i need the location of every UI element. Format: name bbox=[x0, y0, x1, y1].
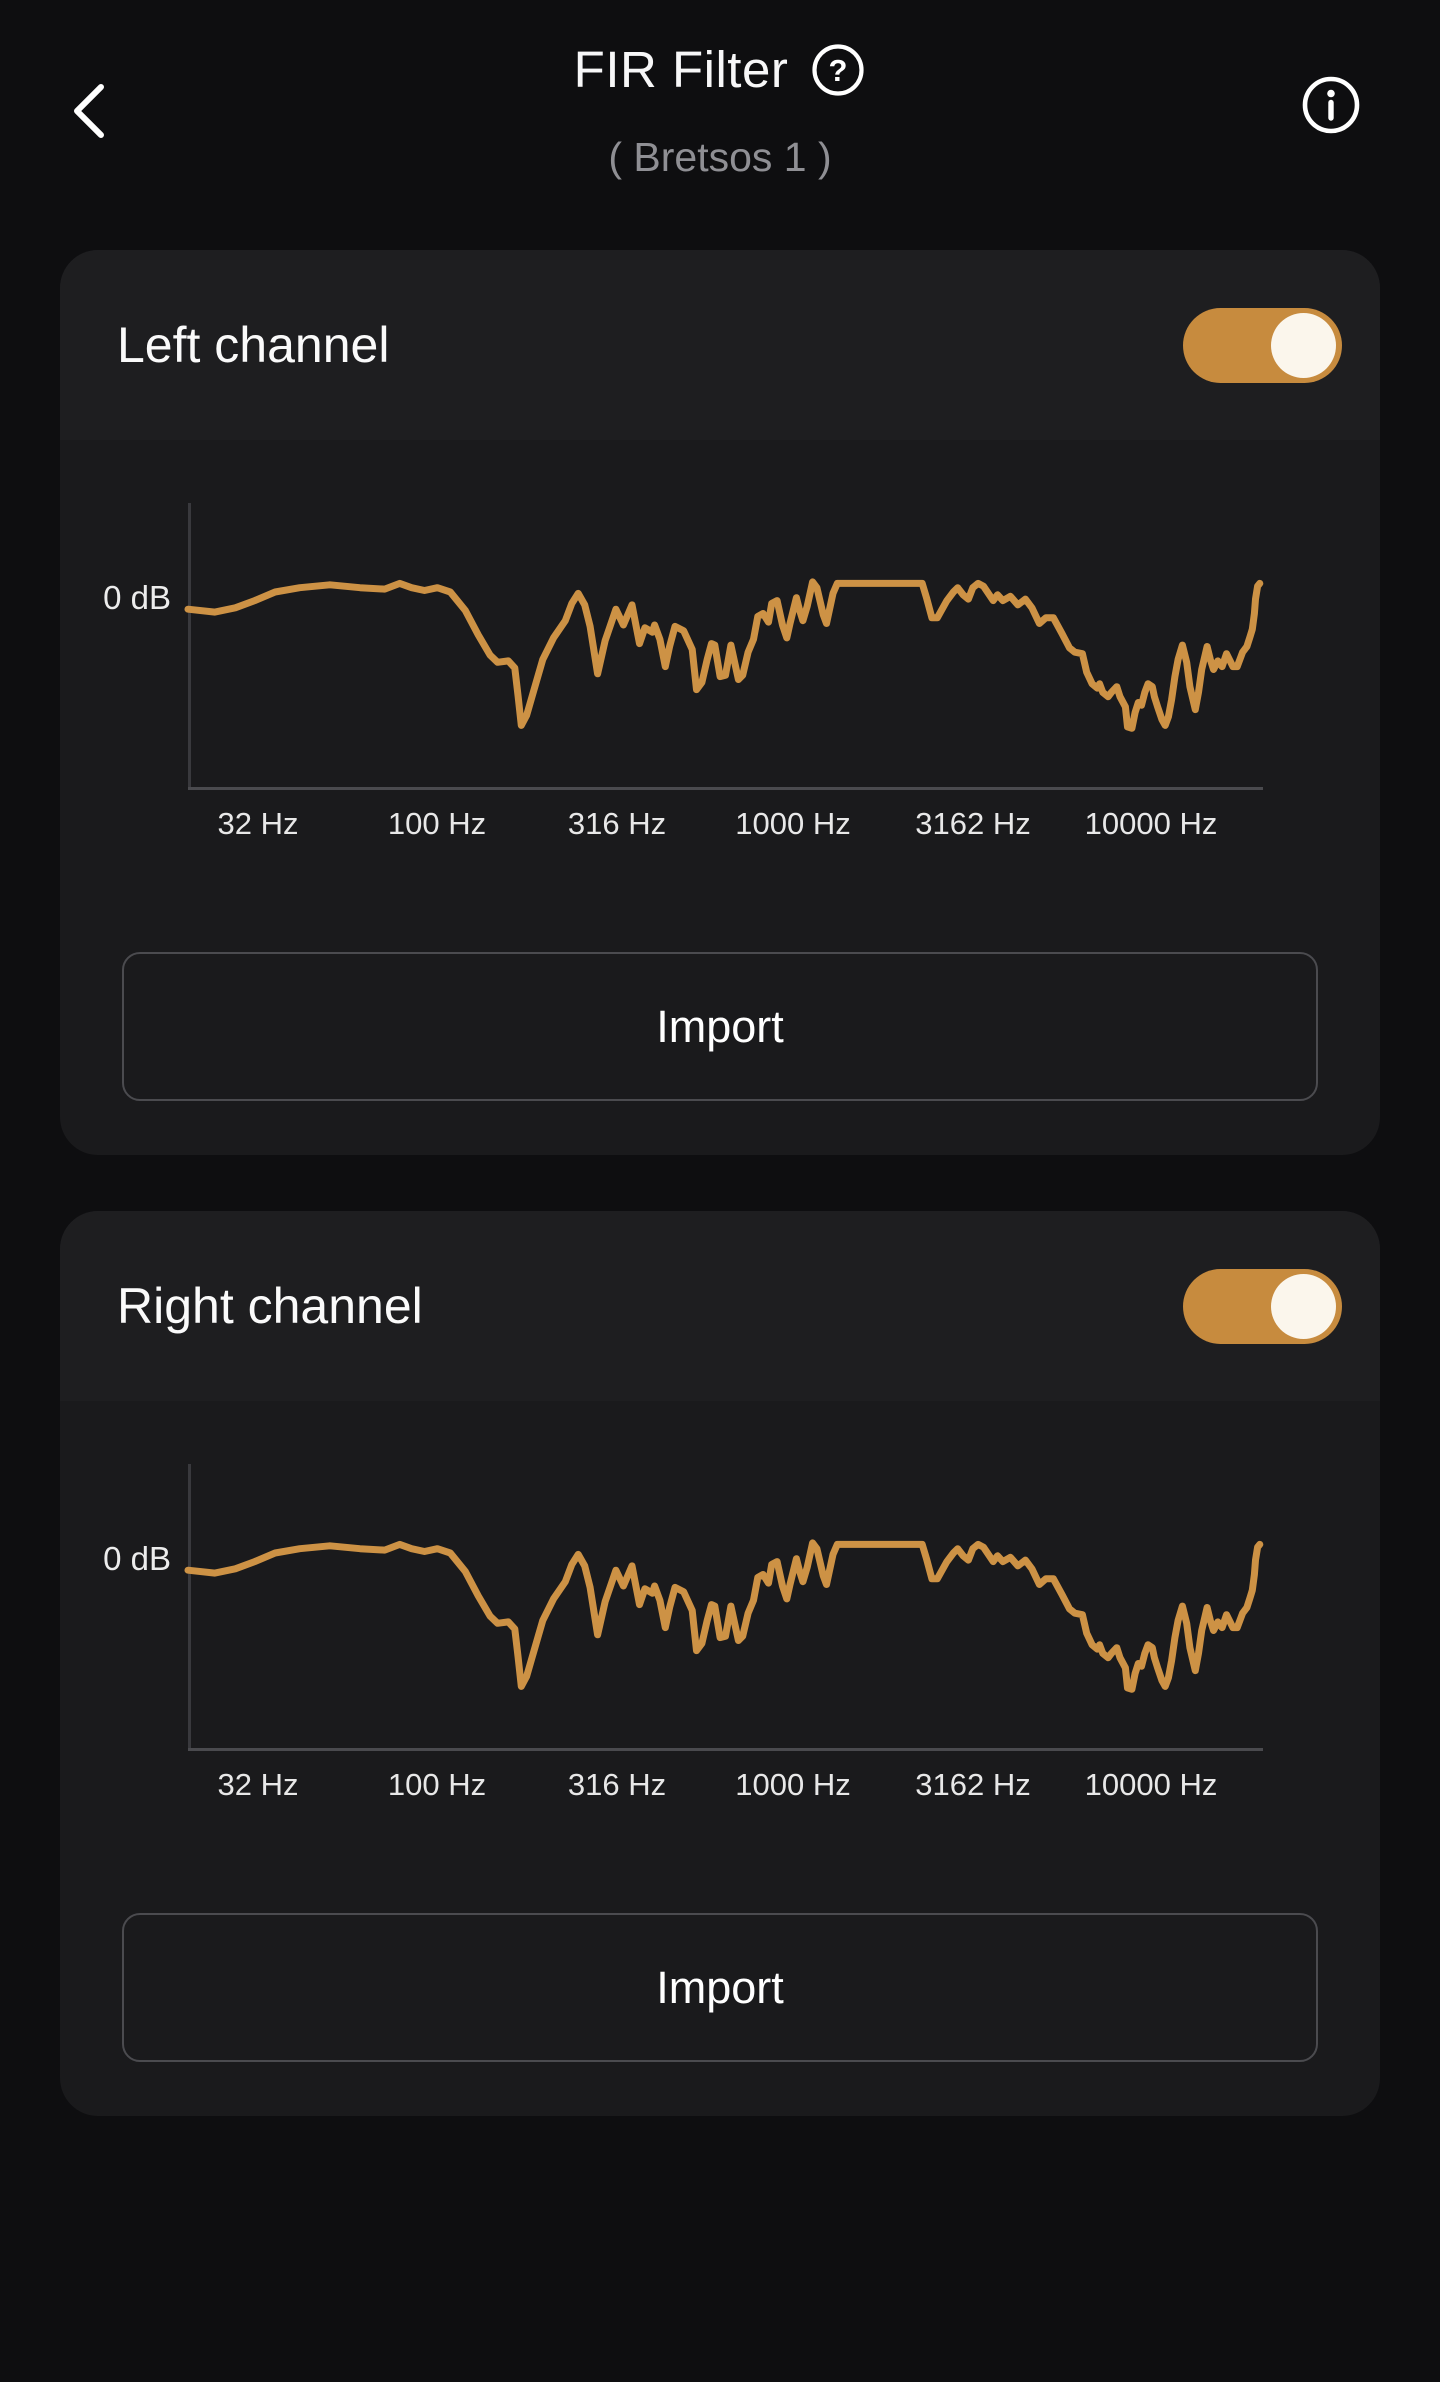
chevron-left-icon bbox=[74, 84, 104, 138]
y-axis-zero-label: 0 dB bbox=[103, 579, 171, 616]
channel-title: Left channel bbox=[117, 317, 390, 373]
left-channel-card: Left channel 0 dB 32 Hz 100 Hz 316 Hz 10… bbox=[60, 250, 1380, 1155]
tick-label: 100 Hz bbox=[387, 1767, 487, 1802]
title-row: FIR Filter ? bbox=[0, 40, 1440, 99]
right-channel-header: Right channel bbox=[60, 1211, 1380, 1401]
page-title: FIR Filter bbox=[573, 41, 789, 98]
tick-label: 3162 Hz bbox=[915, 1767, 1031, 1802]
response-curve bbox=[184, 1539, 1264, 1693]
tick-label: 3162 Hz bbox=[915, 806, 1031, 841]
tick-label: 32 Hz bbox=[217, 1767, 299, 1802]
tick-label: 316 Hz bbox=[567, 806, 667, 841]
info-circle-icon bbox=[1302, 76, 1360, 134]
tick-label: 32 Hz bbox=[217, 806, 299, 841]
response-curve bbox=[184, 578, 1264, 732]
back-button[interactable] bbox=[58, 78, 118, 144]
preset-subtitle: ( Bretsos 1 ) bbox=[608, 134, 832, 180]
response-plot bbox=[184, 503, 1264, 790]
x-axis-ticks: 32 Hz 100 Hz 316 Hz 1000 Hz 3162 Hz 1000… bbox=[188, 1767, 1263, 1807]
top-bar: FIR Filter ? ( Bretsos 1 ) bbox=[0, 0, 1440, 200]
svg-text:?: ? bbox=[829, 53, 848, 88]
right-import-button[interactable]: Import bbox=[122, 1913, 1318, 2062]
info-button[interactable] bbox=[1300, 74, 1362, 136]
channel-title: Right channel bbox=[117, 1278, 423, 1334]
tick-label: 10000 Hz bbox=[1084, 1767, 1218, 1802]
toggle-thumb bbox=[1271, 1273, 1336, 1339]
question-circle-icon: ? bbox=[812, 43, 864, 96]
right-channel-chart: 0 dB 32 Hz 100 Hz 316 Hz 1000 Hz 3162 Hz… bbox=[103, 1464, 1264, 1802]
toggle-thumb bbox=[1271, 312, 1336, 378]
left-import-button[interactable]: Import bbox=[122, 952, 1318, 1101]
left-channel-header: Left channel bbox=[60, 250, 1380, 440]
left-channel-toggle[interactable] bbox=[1183, 307, 1342, 383]
tick-label: 1000 Hz bbox=[735, 1767, 851, 1802]
response-plot bbox=[184, 1464, 1264, 1751]
y-axis-zero-label: 0 dB bbox=[103, 1540, 171, 1577]
x-axis-ticks: 32 Hz 100 Hz 316 Hz 1000 Hz 3162 Hz 1000… bbox=[188, 806, 1263, 846]
right-channel-card: Right channel 0 dB 32 Hz 100 Hz 316 Hz 1… bbox=[60, 1211, 1380, 2116]
help-button[interactable]: ? bbox=[810, 42, 866, 98]
tick-label: 100 Hz bbox=[387, 806, 487, 841]
tick-label: 10000 Hz bbox=[1084, 806, 1218, 841]
right-channel-toggle[interactable] bbox=[1183, 1268, 1342, 1344]
tick-label: 1000 Hz bbox=[735, 806, 851, 841]
tick-label: 316 Hz bbox=[567, 1767, 667, 1802]
left-channel-chart: 0 dB 32 Hz 100 Hz 316 Hz 1000 Hz 3162 Hz… bbox=[103, 503, 1264, 841]
